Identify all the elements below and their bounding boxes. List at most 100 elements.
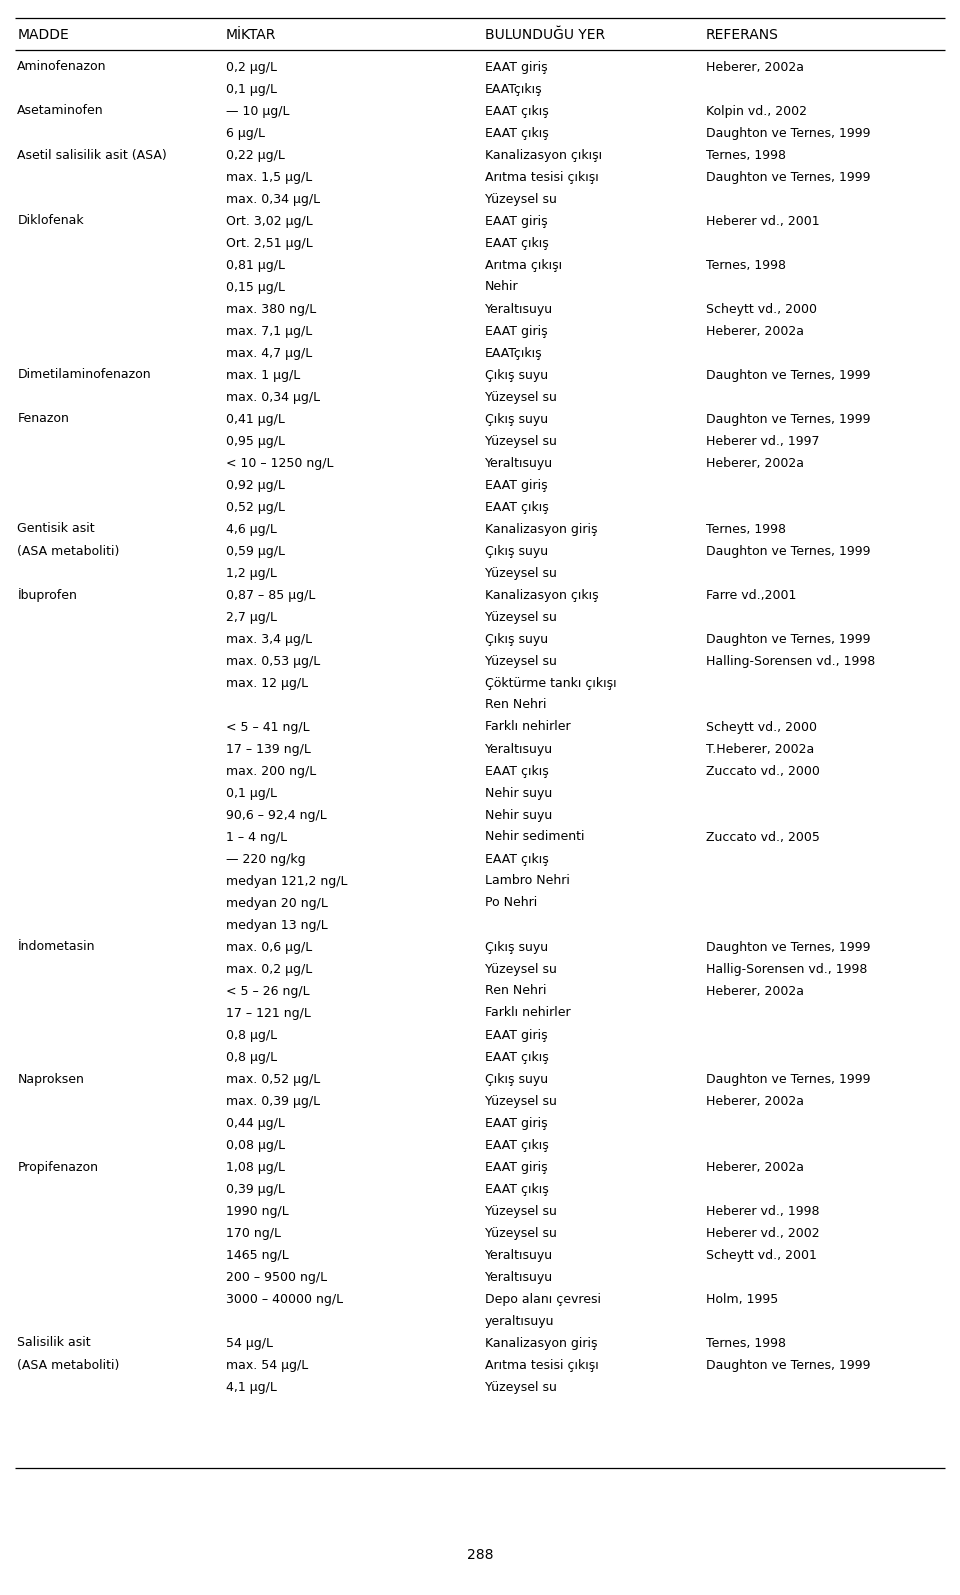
Text: Daughton ve Ternes, 1999: Daughton ve Ternes, 1999 (706, 1359, 870, 1372)
Text: 6 μg/L: 6 μg/L (226, 126, 265, 139)
Text: Holm, 1995: Holm, 1995 (706, 1292, 778, 1305)
Text: EAAT giriş: EAAT giriş (485, 1161, 547, 1174)
Text: 0,8 μg/L: 0,8 μg/L (226, 1029, 276, 1042)
Text: max. 0,34 μg/L: max. 0,34 μg/L (226, 193, 320, 206)
Text: Ort. 3,02 μg/L: Ort. 3,02 μg/L (226, 214, 312, 228)
Text: Ternes, 1998: Ternes, 1998 (706, 1337, 785, 1349)
Text: Heberer, 2002a: Heberer, 2002a (706, 1094, 804, 1107)
Text: Çıkış suyu: Çıkış suyu (485, 413, 548, 426)
Text: Yeraltısuyu: Yeraltısuyu (485, 1271, 553, 1284)
Text: Yüzeysel su: Yüzeysel su (485, 391, 557, 404)
Text: Yeraltısuyu: Yeraltısuyu (485, 456, 553, 469)
Text: EAAT çıkış: EAAT çıkış (485, 1182, 548, 1196)
Text: EAAT çıkış: EAAT çıkış (485, 852, 548, 866)
Text: 17 – 121 ng/L: 17 – 121 ng/L (226, 1006, 310, 1019)
Text: Ren Nehri: Ren Nehri (485, 699, 546, 711)
Text: 288: 288 (467, 1549, 493, 1562)
Text: Heberer, 2002a: Heberer, 2002a (706, 1161, 804, 1174)
Text: EAAT giriş: EAAT giriş (485, 1116, 547, 1129)
Text: Nehir: Nehir (485, 281, 518, 293)
Text: Yüzeysel su: Yüzeysel su (485, 654, 557, 667)
Text: — 10 μg/L: — 10 μg/L (226, 105, 289, 118)
Text: Yüzeysel su: Yüzeysel su (485, 1204, 557, 1217)
Text: EAAT çıkış: EAAT çıkış (485, 764, 548, 777)
Text: Heberer vd., 2002: Heberer vd., 2002 (706, 1227, 819, 1239)
Text: Daughton ve Ternes, 1999: Daughton ve Ternes, 1999 (706, 171, 870, 183)
Text: 0,81 μg/L: 0,81 μg/L (226, 258, 284, 271)
Text: Heberer, 2002a: Heberer, 2002a (706, 61, 804, 73)
Text: Ternes, 1998: Ternes, 1998 (706, 258, 785, 271)
Text: max. 12 μg/L: max. 12 μg/L (226, 676, 308, 689)
Text: Scheytt vd., 2000: Scheytt vd., 2000 (706, 721, 817, 734)
Text: Yüzeysel su: Yüzeysel su (485, 566, 557, 579)
Text: Gentisik asit: Gentisik asit (17, 523, 95, 536)
Text: max. 1 μg/L: max. 1 μg/L (226, 368, 300, 381)
Text: max. 0,52 μg/L: max. 0,52 μg/L (226, 1072, 320, 1086)
Text: EAAT çıkış: EAAT çıkış (485, 1139, 548, 1152)
Text: Farklı nehirler: Farklı nehirler (485, 721, 570, 734)
Text: max. 0,53 μg/L: max. 0,53 μg/L (226, 654, 320, 667)
Text: 0,15 μg/L: 0,15 μg/L (226, 281, 284, 293)
Text: 1,2 μg/L: 1,2 μg/L (226, 566, 276, 579)
Text: 1990 ng/L: 1990 ng/L (226, 1204, 288, 1217)
Text: (ASA metaboliti): (ASA metaboliti) (17, 1359, 120, 1372)
Text: Heberer, 2002a: Heberer, 2002a (706, 324, 804, 338)
Text: EAAT çıkış: EAAT çıkış (485, 236, 548, 249)
Text: Dimetilaminofenazon: Dimetilaminofenazon (17, 368, 151, 381)
Text: max. 0,2 μg/L: max. 0,2 μg/L (226, 962, 312, 976)
Text: 0,1 μg/L: 0,1 μg/L (226, 83, 276, 96)
Text: Heberer vd., 2001: Heberer vd., 2001 (706, 214, 819, 228)
Text: Fenazon: Fenazon (17, 413, 69, 426)
Text: Naproksen: Naproksen (17, 1072, 84, 1086)
Text: Daughton ve Ternes, 1999: Daughton ve Ternes, 1999 (706, 544, 870, 558)
Text: 1465 ng/L: 1465 ng/L (226, 1249, 288, 1262)
Text: Aminofenazon: Aminofenazon (17, 61, 107, 73)
Text: yeraltısuyu: yeraltısuyu (485, 1314, 554, 1327)
Text: EAAT giriş: EAAT giriş (485, 214, 547, 228)
Text: Ternes, 1998: Ternes, 1998 (706, 523, 785, 536)
Text: max. 3,4 μg/L: max. 3,4 μg/L (226, 633, 312, 646)
Text: EAATçıkış: EAATçıkış (485, 83, 542, 96)
Text: 0,92 μg/L: 0,92 μg/L (226, 478, 284, 491)
Text: max. 380 ng/L: max. 380 ng/L (226, 303, 316, 316)
Text: Ort. 2,51 μg/L: Ort. 2,51 μg/L (226, 236, 312, 249)
Text: 170 ng/L: 170 ng/L (226, 1227, 280, 1239)
Text: max. 54 μg/L: max. 54 μg/L (226, 1359, 308, 1372)
Text: Hallig-Sorensen vd., 1998: Hallig-Sorensen vd., 1998 (706, 962, 867, 976)
Text: Zuccato vd., 2005: Zuccato vd., 2005 (706, 831, 820, 844)
Text: Kanalizasyon çıkış: Kanalizasyon çıkış (485, 589, 598, 601)
Text: 0,2 μg/L: 0,2 μg/L (226, 61, 276, 73)
Text: 4,6 μg/L: 4,6 μg/L (226, 523, 276, 536)
Text: EAAT çıkış: EAAT çıkış (485, 105, 548, 118)
Text: EAAT çıkış: EAAT çıkış (485, 126, 548, 139)
Text: Daughton ve Ternes, 1999: Daughton ve Ternes, 1999 (706, 1072, 870, 1086)
Text: Yüzeysel su: Yüzeysel su (485, 193, 557, 206)
Text: — 220 ng/kg: — 220 ng/kg (226, 852, 305, 866)
Text: Kanalizasyon giriş: Kanalizasyon giriş (485, 523, 597, 536)
Text: Nehir suyu: Nehir suyu (485, 786, 552, 799)
Text: Arıtma tesisi çıkışı: Arıtma tesisi çıkışı (485, 1359, 598, 1372)
Text: medyan 20 ng/L: medyan 20 ng/L (226, 896, 327, 909)
Text: Nehir sedimenti: Nehir sedimenti (485, 831, 585, 844)
Text: Çıkış suyu: Çıkış suyu (485, 1072, 548, 1086)
Text: Çıkış suyu: Çıkış suyu (485, 941, 548, 954)
Text: Yüzeysel su: Yüzeysel su (485, 611, 557, 624)
Text: 1 – 4 ng/L: 1 – 4 ng/L (226, 831, 287, 844)
Text: Daughton ve Ternes, 1999: Daughton ve Ternes, 1999 (706, 368, 870, 381)
Text: Po Nehri: Po Nehri (485, 896, 537, 909)
Text: medyan 121,2 ng/L: medyan 121,2 ng/L (226, 874, 348, 887)
Text: Depo alanı çevresi: Depo alanı çevresi (485, 1292, 601, 1305)
Text: Daughton ve Ternes, 1999: Daughton ve Ternes, 1999 (706, 126, 870, 139)
Text: BULUNDUĞU YER: BULUNDUĞU YER (485, 29, 605, 41)
Text: Yüzeysel su: Yüzeysel su (485, 1227, 557, 1239)
Text: EAATçıkış: EAATçıkış (485, 346, 542, 359)
Text: Propifenazon: Propifenazon (17, 1161, 98, 1174)
Text: Yüzeysel su: Yüzeysel su (485, 1094, 557, 1107)
Text: 0,59 μg/L: 0,59 μg/L (226, 544, 284, 558)
Text: 54 μg/L: 54 μg/L (226, 1337, 273, 1349)
Text: EAAT giriş: EAAT giriş (485, 478, 547, 491)
Text: Çıkış suyu: Çıkış suyu (485, 368, 548, 381)
Text: Heberer vd., 1998: Heberer vd., 1998 (706, 1204, 819, 1217)
Text: EAAT giriş: EAAT giriş (485, 61, 547, 73)
Text: Heberer, 2002a: Heberer, 2002a (706, 456, 804, 469)
